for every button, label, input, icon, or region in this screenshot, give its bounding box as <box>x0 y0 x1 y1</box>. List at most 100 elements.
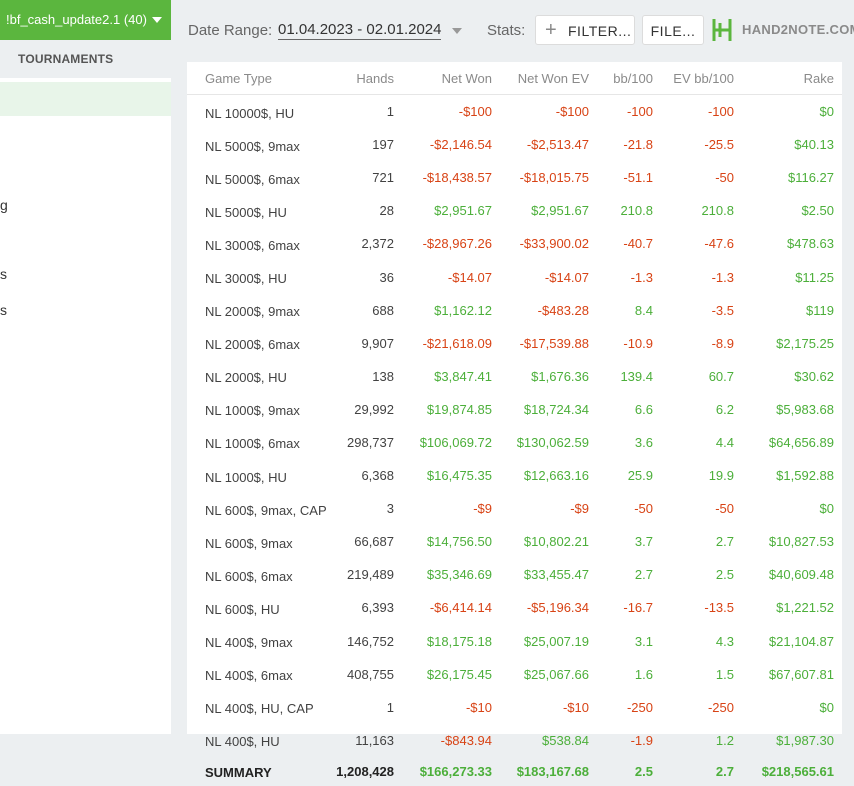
cell-bb100: 3.6 <box>634 434 653 450</box>
table-row[interactable]: NL 10000$, HU 1 -$100 -$100 -100 -100 $0 <box>187 95 842 129</box>
cell-rake: $67,607.81 <box>768 666 834 682</box>
cell-net-won-ev: -$17,539.88 <box>519 335 589 351</box>
cell-rake: $1,987.30 <box>776 732 834 748</box>
cell-hands: 36 <box>379 269 394 285</box>
column-header-bb100[interactable]: bb/100 <box>597 62 661 95</box>
table-row[interactable]: NL 600$, 9max 66,687 $14,756.50 $10,802.21 3… <box>187 525 842 558</box>
chevron-down-icon[interactable] <box>452 28 462 34</box>
table-row[interactable]: NL 600$, 6max 219,489 $35,346.69 $33,455.47… <box>187 558 842 591</box>
cell-rake: $0 <box>819 104 834 120</box>
table-row[interactable]: NL 5000$, 6max 721 -$18,438.57 -$18,015.75 -… <box>187 161 842 194</box>
table-row[interactable]: NL 400$, HU, CAP 1 -$10 -$10 -250 -250 $0 <box>187 691 842 724</box>
table-row[interactable]: NL 1000$, 9max 29,992 $19,874.85 $18,724.34… <box>187 393 842 426</box>
column-header-net-won[interactable]: Net Won <box>402 62 500 95</box>
table-row[interactable]: NL 1000$, HU 6,368 $16,475.35 $12,663.16 25.… <box>187 459 842 492</box>
table-row[interactable]: NL 400$, HU 11,163 -$843.94 $538.84 -1.9 1.2 $… <box>187 724 842 757</box>
cell-ev-bb100: 1.5 <box>715 666 734 682</box>
cell-rake: $30.62 <box>794 368 834 384</box>
date-range-selector[interactable]: 01.04.2023 - 02.01.2024 <box>278 21 442 40</box>
sidebar-item-fragment[interactable]: s <box>0 302 7 318</box>
filter-button[interactable]: + FILTER... <box>535 15 635 45</box>
table-row[interactable]: NL 600$, HU 6,393 -$6,414.14 -$5,196.34 -16.… <box>187 591 842 624</box>
cell-net-won: -$843.94 <box>440 732 492 748</box>
cell-hands: 28 <box>379 203 394 219</box>
cell-hands: 298,737 <box>347 434 394 450</box>
table-row[interactable]: NL 2000$, HU 138 $3,847.41 $1,676.36 139.4 60… <box>187 360 842 393</box>
cell-hands: 1 <box>386 104 394 120</box>
table-row[interactable]: NL 600$, 9max, CAP 3 -$9 -$9 -50 -50 $0 <box>187 492 842 525</box>
table-row[interactable]: NL 2000$, 6max 9,907 -$21,618.09 -$17,539.8… <box>187 327 842 360</box>
cell-game-type: NL 1000$, 6max <box>205 436 300 452</box>
top-toolbar: Date Range: 01.04.2023 - 02.01.2024 Stat… <box>171 0 854 60</box>
cell-net-won: $19,874.85 <box>426 401 492 417</box>
cell-rake: $119 <box>806 302 834 318</box>
cell-net-won-ev: -$33,900.02 <box>519 236 589 252</box>
cell-net-won-ev: $25,067.66 <box>523 666 589 682</box>
summary-row[interactable]: SUMMARY 1,208,428 $166,273.33 $183,167.68 2.… <box>187 757 842 786</box>
cell-hands: 9,907 <box>361 335 394 351</box>
table-row[interactable]: NL 5000$, HU 28 $2,951.67 $2,951.67 210.8 210… <box>187 194 842 227</box>
column-header-hands[interactable]: Hands <box>335 62 402 95</box>
cell-ev-bb100: -8.9 <box>711 335 734 351</box>
cell-game-type: NL 1000$, 9max <box>205 403 300 419</box>
table-row[interactable]: NL 2000$, 9max 688 $1,162.12 -$483.28 8.4 -3.… <box>187 294 842 327</box>
cell-net-won: $16,475.35 <box>426 468 492 484</box>
cell-hands: 408,755 <box>347 666 394 682</box>
cell-net-won-ev: -$100 <box>555 104 589 120</box>
cell-net-won: -$6,414.14 <box>429 600 492 616</box>
cell-bb100: -40.7 <box>623 236 653 252</box>
cell-bb100: -250 <box>626 699 653 715</box>
cell-game-type: NL 600$, 9max, CAP <box>205 502 327 518</box>
cell-game-type: NL 5000$, 9max <box>205 138 300 154</box>
database-dropdown[interactable]: !bf_cash_update2.1 (40) <box>0 0 171 40</box>
cell-net-won-ev: -$5,196.34 <box>526 600 589 616</box>
cell-ev-bb100: 4.3 <box>715 633 734 649</box>
cell-net-won-ev: $2,951.67 <box>531 203 589 219</box>
column-header-ev-bb100[interactable]: EV bb/100 <box>661 62 742 95</box>
column-header-net-won-ev[interactable]: Net Won EV <box>500 62 597 95</box>
table-row[interactable]: NL 1000$, 6max 298,737 $106,069.72 $130,062… <box>187 426 842 459</box>
cell-net-won-ev: -$9 <box>570 501 589 517</box>
table-row[interactable]: NL 400$, 9max 146,752 $18,175.18 $25,007.19… <box>187 625 842 658</box>
cell-rake: $10,827.53 <box>768 534 834 550</box>
column-header-rake[interactable]: Rake <box>742 62 842 95</box>
sidebar-selected-item[interactable] <box>0 82 171 116</box>
table-row[interactable]: NL 3000$, 6max 2,372 -$28,967.26 -$33,900.0… <box>187 227 842 260</box>
cell-net-won: $18,175.18 <box>426 633 492 649</box>
cell-ev-bb100: -13.5 <box>704 600 734 616</box>
cell-rake: $116.27 <box>787 170 834 186</box>
table-row[interactable]: NL 400$, 6max 408,755 $26,175.45 $25,067.66… <box>187 658 842 691</box>
date-range-label: Date Range: <box>188 22 273 39</box>
tab-tournaments[interactable]: TOURNAMENTS <box>0 40 171 78</box>
sidebar-item-fragment[interactable]: g <box>0 197 8 213</box>
table-row[interactable]: NL 5000$, 9max 197 -$2,146.54 -$2,513.47 -21… <box>187 128 842 161</box>
cell-game-type: NL 400$, HU <box>205 734 280 750</box>
cell-ev-bb100: -50 <box>715 501 734 517</box>
cell-bb100: 139.4 <box>620 368 653 384</box>
cell-game-type: NL 2000$, HU <box>205 370 287 386</box>
stats-label: Stats: <box>487 22 526 39</box>
cell-rake: $218,565.61 <box>761 763 834 779</box>
file-button[interactable]: FILE... <box>642 15 704 45</box>
cell-net-won: -$28,967.26 <box>422 236 492 252</box>
cell-net-won-ev: -$14.07 <box>544 269 589 285</box>
table-row[interactable]: NL 3000$, HU 36 -$14.07 -$14.07 -1.3 -1.3 $11.… <box>187 260 842 293</box>
cell-game-type: SUMMARY <box>205 765 272 781</box>
cell-net-won: $166,273.33 <box>419 763 492 779</box>
cell-net-won: $14,756.50 <box>426 534 492 550</box>
cell-ev-bb100: -50 <box>715 170 734 186</box>
cell-bb100: 2.5 <box>634 763 653 779</box>
cell-game-type: NL 400$, 6max <box>205 668 293 684</box>
cell-net-won-ev: $25,007.19 <box>523 633 589 649</box>
cell-net-won-ev: -$483.28 <box>537 302 589 318</box>
tab-tournaments-label: TOURNAMENTS <box>18 52 114 66</box>
cell-ev-bb100: -1.3 <box>711 269 734 285</box>
cell-net-won: -$2,146.54 <box>429 137 492 153</box>
cell-bb100: 3.1 <box>634 633 653 649</box>
cell-rake: $1,221.52 <box>776 600 834 616</box>
cell-bb100: -21.8 <box>623 137 653 153</box>
caret-down-icon <box>152 17 162 23</box>
column-header-game-type[interactable]: Game Type <box>187 62 335 95</box>
cell-ev-bb100: 210.8 <box>701 203 734 219</box>
sidebar-item-fragment[interactable]: s <box>0 266 7 282</box>
